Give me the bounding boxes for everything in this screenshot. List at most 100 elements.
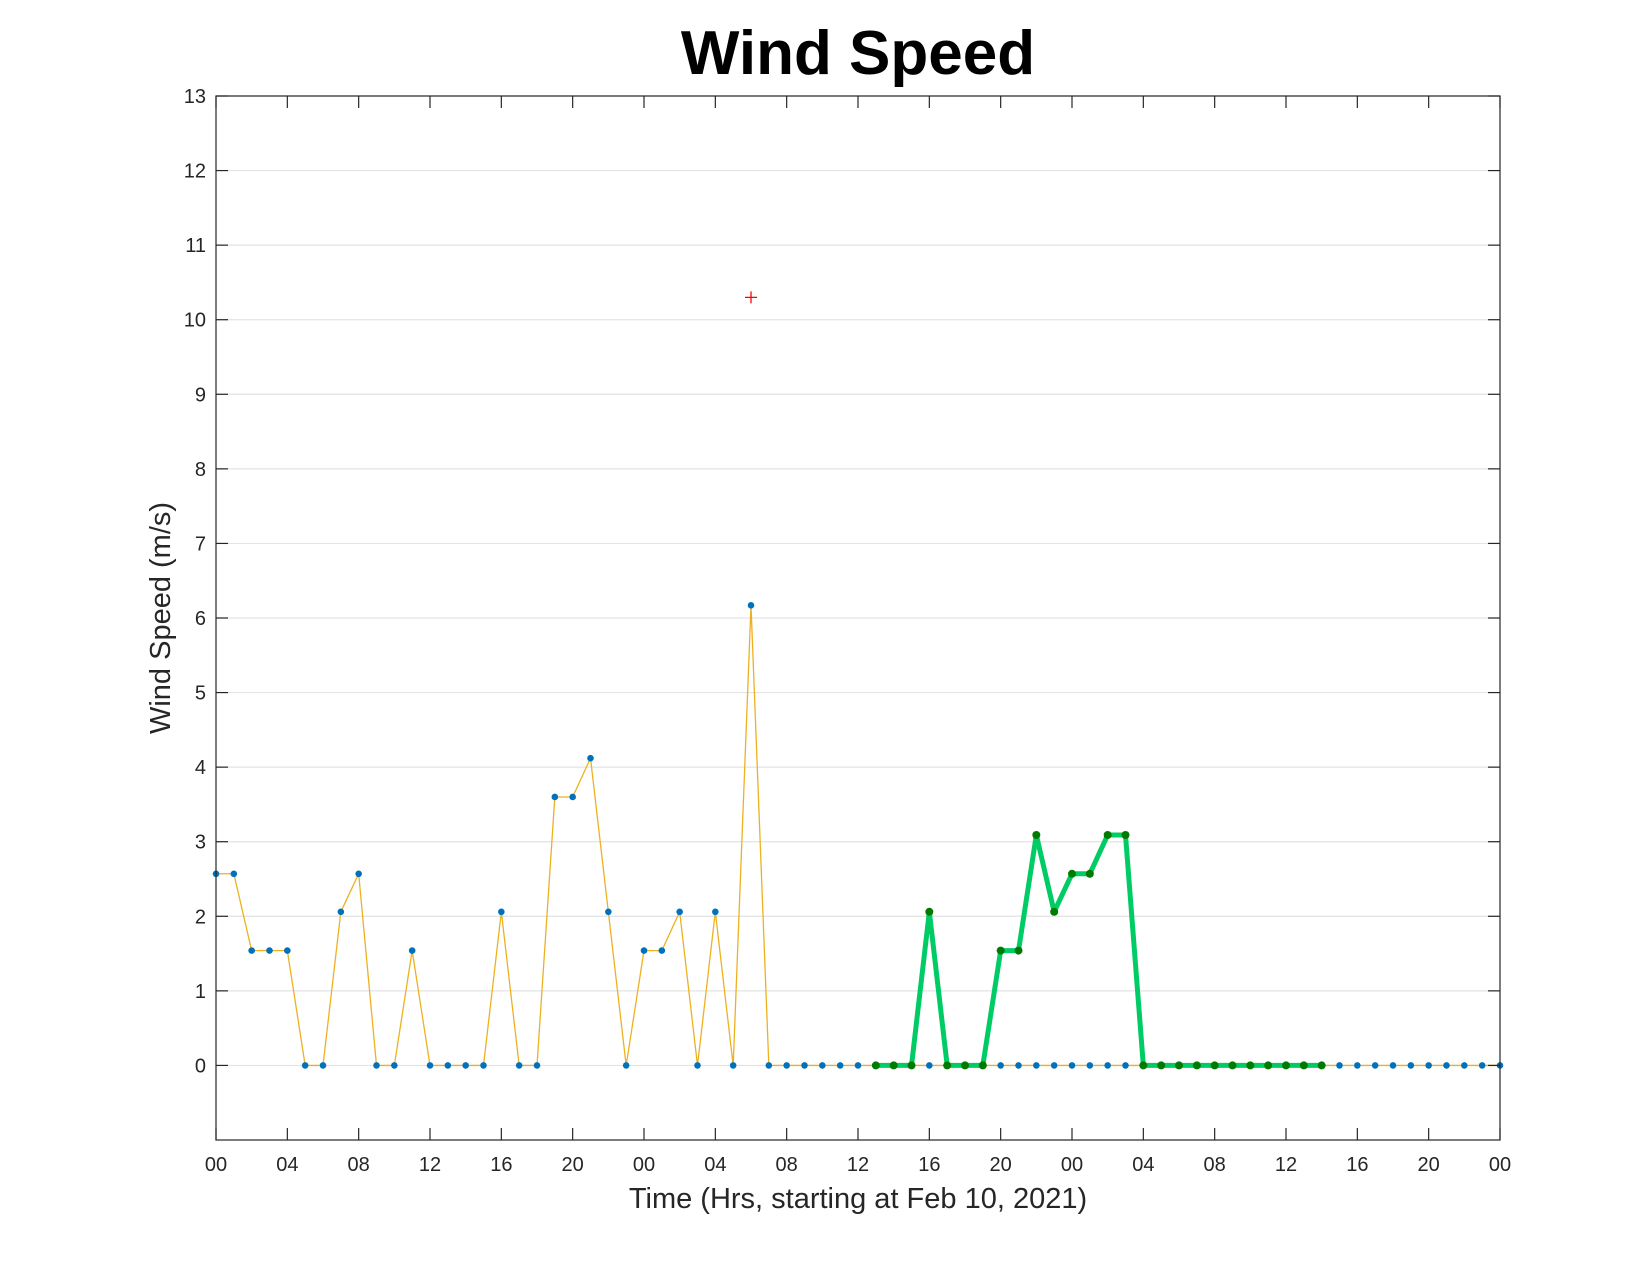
x-tick-label: 08 xyxy=(1204,1154,1226,1176)
y-tick-label: 9 xyxy=(195,384,206,406)
y-tick-label: 12 xyxy=(184,161,206,183)
data-point xyxy=(391,1062,398,1069)
highlight-data-point xyxy=(1317,1061,1326,1070)
highlight-data-point xyxy=(1139,1061,1148,1070)
x-tick-label: 20 xyxy=(1418,1154,1440,1176)
data-point xyxy=(301,1062,309,1069)
highlight-data-point xyxy=(1192,1061,1201,1070)
data-point xyxy=(765,1062,773,1069)
highlight-data-point xyxy=(1103,831,1112,840)
y-tick-label: 3 xyxy=(195,832,206,854)
outlier-plus-marker xyxy=(745,291,757,304)
data-point xyxy=(676,908,683,916)
x-tick-label: 00 xyxy=(1061,1154,1083,1176)
data-point xyxy=(926,1062,933,1069)
y-tick-label: 8 xyxy=(195,459,206,481)
x-tick-label: 16 xyxy=(490,1154,512,1176)
x-tick-label: 20 xyxy=(990,1154,1012,1176)
data-point xyxy=(266,947,273,954)
x-tick-label: 08 xyxy=(348,1154,370,1176)
x-tick-label: 08 xyxy=(776,1154,798,1176)
data-point xyxy=(605,908,612,916)
y-tick-label: 13 xyxy=(184,86,206,108)
data-point xyxy=(248,947,255,954)
x-tick-label: 16 xyxy=(1346,1154,1368,1176)
data-point xyxy=(819,1062,826,1069)
data-point xyxy=(622,1062,630,1069)
data-point xyxy=(587,754,594,762)
data-point xyxy=(444,1062,452,1069)
y-tick-label: 5 xyxy=(195,683,206,705)
data-point xyxy=(658,947,666,954)
highlight-data-point xyxy=(1175,1061,1183,1070)
y-tick-label: 7 xyxy=(195,533,206,555)
data-point xyxy=(1389,1062,1397,1069)
data-point xyxy=(712,908,719,916)
data-point xyxy=(1104,1062,1111,1069)
data-point xyxy=(533,1062,541,1069)
highlight-data-point xyxy=(889,1061,898,1070)
data-point xyxy=(551,793,559,801)
y-tick-label: 0 xyxy=(195,1055,206,1077)
highlight-data-point xyxy=(1014,946,1023,955)
highlight-data-point xyxy=(1282,1061,1290,1070)
data-point xyxy=(640,947,648,954)
data-point xyxy=(1122,1062,1129,1069)
data-point xyxy=(836,1062,844,1069)
data-point xyxy=(426,1062,434,1069)
x-tick-label: 04 xyxy=(1132,1154,1154,1176)
chart-title: Wind Speed xyxy=(681,19,1035,88)
data-point xyxy=(515,1062,523,1069)
x-tick-label: 12 xyxy=(1275,1154,1297,1176)
data-point xyxy=(747,602,755,609)
x-tick-label: 04 xyxy=(704,1154,726,1176)
data-point xyxy=(1371,1062,1379,1069)
series-plus-marker xyxy=(745,291,757,304)
highlight-data-point xyxy=(961,1061,969,1070)
data-point xyxy=(1354,1062,1361,1069)
data-point xyxy=(694,1062,701,1069)
highlight-data-point xyxy=(871,1061,880,1070)
highlight-data-point xyxy=(907,1061,916,1070)
x-tick-label: 00 xyxy=(633,1154,655,1176)
x-tick-label: 00 xyxy=(205,1154,227,1176)
y-tick-label: 1 xyxy=(195,981,206,1003)
highlight-data-point xyxy=(1121,831,1130,840)
y-tick-label: 2 xyxy=(195,906,206,928)
x-tick-label: 16 xyxy=(918,1154,940,1176)
data-point xyxy=(498,908,505,916)
data-point xyxy=(1478,1062,1486,1069)
y-tick-label: 10 xyxy=(184,310,206,332)
highlight-data-point xyxy=(1264,1061,1273,1070)
highlight-data-point xyxy=(1032,831,1041,840)
data-point xyxy=(1443,1062,1450,1069)
highlight-data-point xyxy=(1157,1061,1166,1070)
highlight-data-point xyxy=(1299,1061,1308,1070)
data-point xyxy=(284,947,291,954)
y-tick-label: 4 xyxy=(195,757,206,779)
highlight-data-point xyxy=(1068,869,1076,878)
highlight-data-point xyxy=(1085,869,1094,878)
data-point xyxy=(408,947,416,954)
data-point xyxy=(801,1062,808,1069)
highlight-data-point xyxy=(978,1061,987,1070)
highlight-data-point xyxy=(1228,1061,1237,1070)
data-point xyxy=(337,908,345,916)
data-point xyxy=(1336,1062,1343,1069)
highlight-data-point xyxy=(925,907,934,916)
data-point xyxy=(1086,1062,1094,1069)
series-layer xyxy=(212,291,1504,1070)
x-tick-label: 12 xyxy=(847,1154,869,1176)
x-axis-label: Time (Hrs, starting at Feb 10, 2021) xyxy=(629,1183,1087,1215)
x-tick-label: 12 xyxy=(419,1154,441,1176)
highlight-data-point xyxy=(1210,1061,1219,1070)
highlight-data-point xyxy=(1050,907,1059,916)
data-point xyxy=(462,1062,469,1069)
highlight-data-point xyxy=(943,1061,952,1070)
data-point xyxy=(1407,1062,1415,1069)
y-tick-label: 6 xyxy=(195,608,206,630)
y-axis-label: Wind Speed (m/s) xyxy=(145,502,177,734)
data-point xyxy=(1461,1062,1468,1069)
y-tick-label: 11 xyxy=(185,235,206,257)
